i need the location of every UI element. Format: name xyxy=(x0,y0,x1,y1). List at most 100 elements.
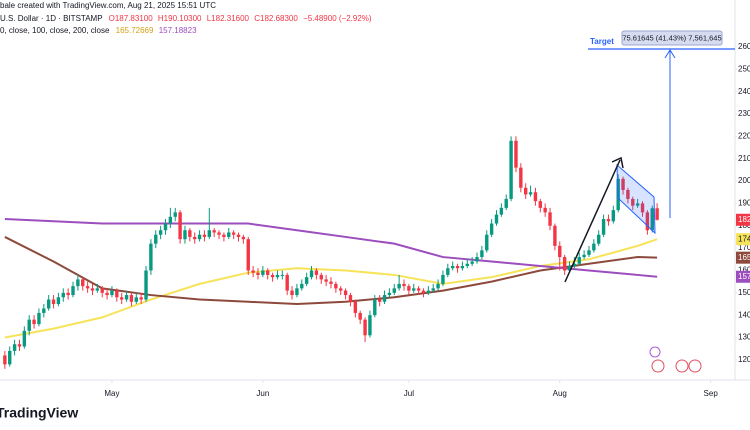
candle-body xyxy=(188,230,192,237)
ma-value: 157.18823 xyxy=(159,26,197,35)
candle-body xyxy=(275,274,280,278)
candle-body xyxy=(261,270,265,275)
candle-body xyxy=(519,167,523,188)
candle-body xyxy=(246,239,250,271)
candle-body xyxy=(548,212,552,226)
candle-body xyxy=(37,312,41,325)
plot xyxy=(3,136,659,369)
ma-value: 165.72669 xyxy=(116,26,154,35)
ohlc: L182.31600 xyxy=(207,14,250,23)
candle-body xyxy=(377,299,382,302)
candle-body xyxy=(110,290,114,296)
candle-body xyxy=(436,283,440,289)
candle-body xyxy=(368,315,372,336)
candle-body xyxy=(304,277,309,284)
ma-params: 0, close, 100, close, 200, close xyxy=(0,26,110,35)
candle-body xyxy=(100,288,104,293)
candle-body xyxy=(124,295,129,300)
moving-average xyxy=(4,238,658,339)
candle-body xyxy=(465,263,469,266)
candle-body xyxy=(17,344,22,347)
candle-body xyxy=(324,279,328,282)
event-icon xyxy=(688,359,702,373)
candle-body xyxy=(621,178,625,190)
candle-body xyxy=(363,319,367,336)
candle-body xyxy=(3,355,7,365)
moving-average xyxy=(4,218,658,278)
price-badge xyxy=(736,213,750,226)
candle-body xyxy=(319,274,323,280)
candle-body xyxy=(587,250,591,255)
candle-body xyxy=(144,270,148,300)
candle-body xyxy=(285,274,289,291)
candle-body xyxy=(572,263,577,266)
candle-body xyxy=(227,232,231,237)
candle-body xyxy=(397,283,401,289)
candle-body xyxy=(426,290,431,293)
y-tick-label: 260 xyxy=(738,42,750,51)
y-tick-label: 200 xyxy=(738,176,750,185)
candle-body xyxy=(309,270,314,278)
x-tick-label: Jul xyxy=(404,389,414,398)
y-tick-label: 170 xyxy=(738,243,750,252)
measure-label: 75.61645 (41.43%) 7,561,645 xyxy=(622,33,721,42)
candle-body xyxy=(266,270,270,275)
y-tick-label: 150 xyxy=(738,288,750,297)
candle-body xyxy=(27,319,31,331)
candle-body xyxy=(348,295,353,302)
candle-body xyxy=(558,245,562,258)
x-tick-label: Aug xyxy=(553,389,567,398)
candle-body xyxy=(416,288,421,291)
candle-body xyxy=(441,274,445,284)
price-badge-label: 182.683 xyxy=(738,215,750,224)
candle-body xyxy=(650,208,654,231)
trend-arrow xyxy=(564,159,621,283)
target-label: Target xyxy=(590,37,614,46)
candle-body xyxy=(119,297,124,300)
candle-body xyxy=(51,299,56,304)
candle-body xyxy=(412,288,416,291)
candle-body xyxy=(251,270,255,273)
y-tick-label: 240 xyxy=(738,87,750,96)
candle-body xyxy=(158,230,163,235)
candle-body xyxy=(217,232,221,235)
candle-body xyxy=(241,236,246,240)
candle-body xyxy=(90,288,95,291)
y-tick-label: 160 xyxy=(738,266,750,275)
candle-body xyxy=(163,223,168,231)
y-tick-label: 250 xyxy=(738,64,750,73)
candle-body xyxy=(635,203,640,206)
price-badge-label: 174 xyxy=(738,234,750,243)
candle-body xyxy=(290,290,294,296)
ohlc: C182.68300 xyxy=(254,14,298,23)
y-tick-label: 230 xyxy=(738,109,750,118)
candle-body xyxy=(129,295,134,302)
candle-body xyxy=(528,192,533,195)
candle-body xyxy=(358,312,362,320)
candle-body xyxy=(61,292,65,298)
candle-body xyxy=(12,344,17,351)
candle-body xyxy=(8,350,12,365)
measure-box xyxy=(621,30,723,46)
candle-body xyxy=(115,290,119,298)
candle-body xyxy=(373,299,377,316)
ohlc: O187.83100 xyxy=(109,14,154,23)
candle-body xyxy=(523,187,528,195)
candle-body xyxy=(42,308,46,313)
candle-body xyxy=(154,234,158,244)
candle-body xyxy=(597,234,601,244)
candle-body xyxy=(76,279,80,287)
header-symbol: U.S. Dollar · 1D · BITSTAMP O187.83100 H… xyxy=(0,14,372,23)
candle-body xyxy=(81,279,85,287)
candle-body xyxy=(300,283,304,289)
candle-body xyxy=(178,212,182,240)
x-tick-label: May xyxy=(104,389,119,398)
candle-body xyxy=(655,208,659,220)
candle-body xyxy=(514,140,518,168)
candle-body xyxy=(280,274,285,276)
candle-body xyxy=(494,214,499,224)
candle-body xyxy=(343,290,348,296)
candle-body xyxy=(533,192,538,202)
candle-body xyxy=(407,286,411,291)
